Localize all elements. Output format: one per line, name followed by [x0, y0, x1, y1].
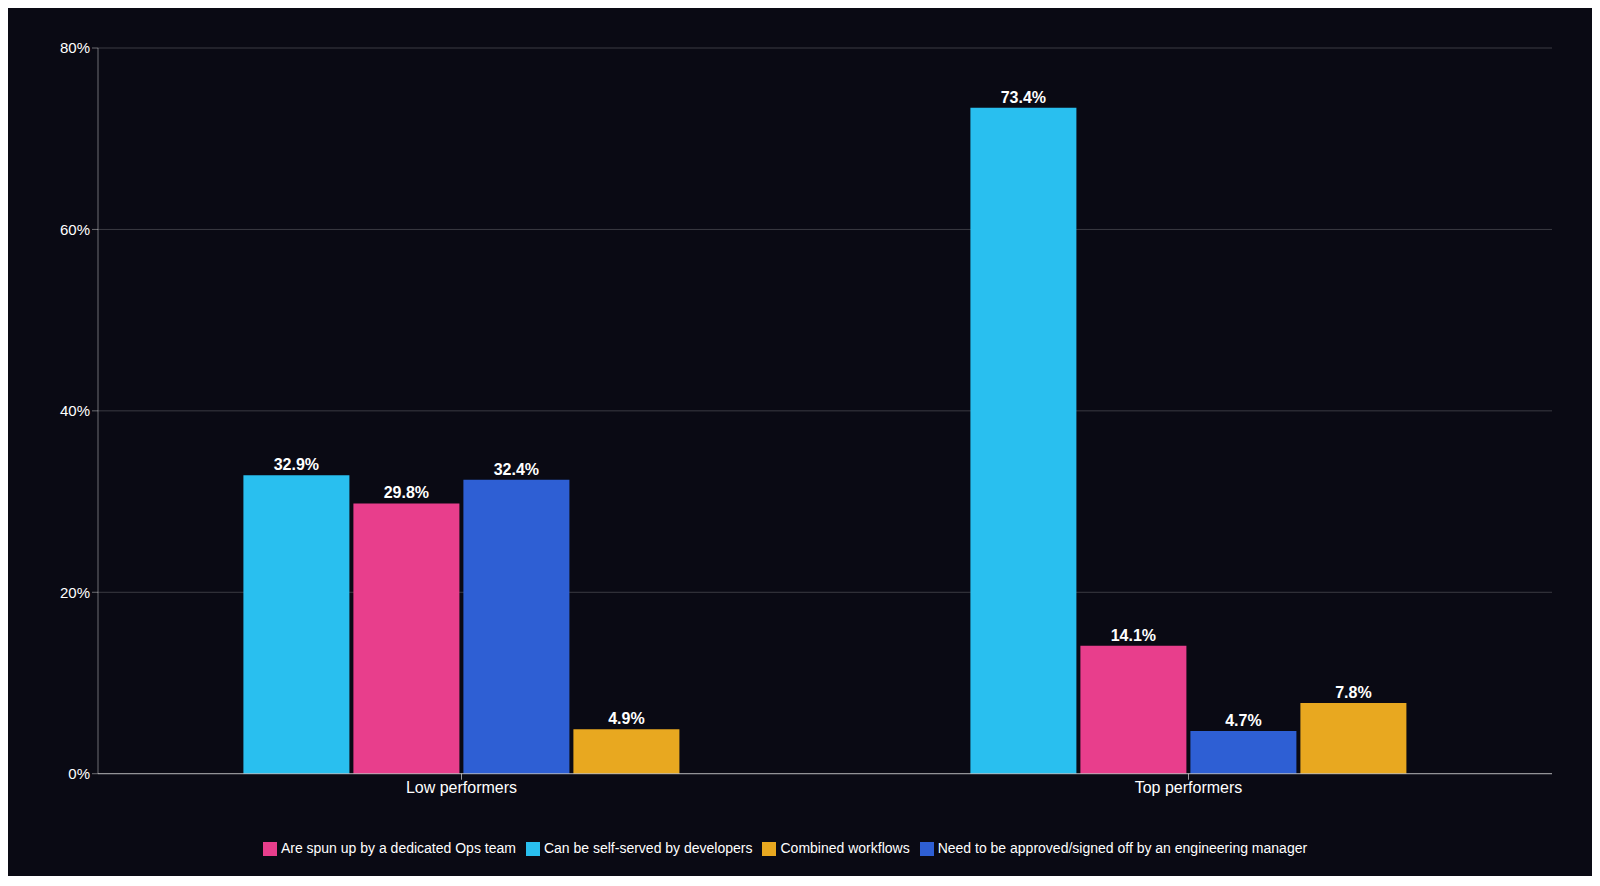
svg-text:14.1%: 14.1%: [1111, 627, 1156, 644]
html-text:Combined workflows: Combined workflows: [780, 839, 910, 856]
svg-text:80%: 80%: [60, 39, 90, 56]
svg-text:32.9%: 32.9%: [274, 456, 319, 473]
svg-text:4.9%: 4.9%: [608, 710, 644, 727]
html-text:Can be self-served by develope: Can be self-served by developers: [543, 839, 753, 856]
svg-text:40%: 40%: [60, 402, 90, 419]
svg-text:60%: 60%: [60, 221, 90, 238]
html-text:Are spun up by a dedicated Ops: Are spun up by a dedicated Ops team: [280, 839, 516, 856]
svg-text:Top performers: Top performers: [1135, 779, 1243, 796]
svg-text:7.8%: 7.8%: [1335, 684, 1371, 701]
svg-text:29.8%: 29.8%: [384, 484, 429, 501]
svg-text:0%: 0%: [68, 765, 90, 782]
html-text:Need to be approved/signed off: Need to be approved/signed off by an eng…: [937, 839, 1308, 856]
svg-text:Low performers: Low performers: [406, 779, 517, 796]
svg-text:73.4%: 73.4%: [1001, 89, 1046, 106]
svg-text:20%: 20%: [60, 584, 90, 601]
svg-text:32.4%: 32.4%: [494, 461, 539, 478]
svg-text:4.7%: 4.7%: [1225, 712, 1261, 729]
